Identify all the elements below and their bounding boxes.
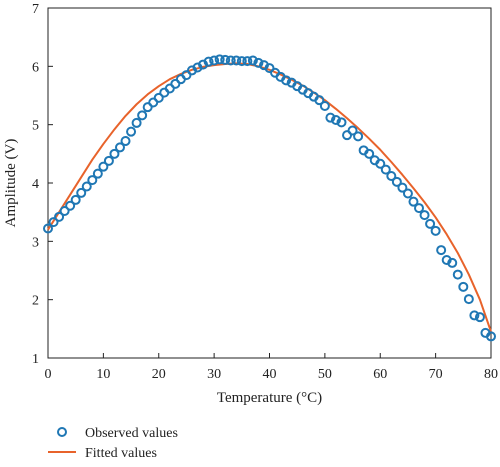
plot-frame bbox=[47, 7, 492, 359]
observed-point bbox=[220, 54, 231, 65]
legend: Observed values Fitted values bbox=[48, 426, 178, 461]
observed-point bbox=[347, 125, 358, 136]
observed-point bbox=[81, 181, 92, 192]
observed-point bbox=[391, 176, 402, 187]
legend-fitted-label: Fitted values bbox=[85, 446, 157, 461]
observed-point bbox=[76, 187, 87, 198]
observed-point bbox=[469, 310, 480, 321]
observed-point bbox=[486, 331, 496, 342]
observed-point bbox=[253, 57, 264, 68]
x-tick-label: 30 bbox=[207, 367, 221, 382]
observed-point bbox=[380, 164, 391, 175]
observed-point bbox=[402, 188, 413, 199]
observed-point bbox=[98, 161, 109, 172]
fitted-values-layer bbox=[47, 62, 492, 333]
x-tick-label: 70 bbox=[429, 367, 443, 382]
observed-point bbox=[408, 196, 419, 207]
x-tick-label: 50 bbox=[318, 367, 332, 382]
observed-point bbox=[137, 110, 148, 121]
observed-point bbox=[209, 55, 220, 66]
observed-point bbox=[364, 148, 375, 159]
observed-point bbox=[463, 294, 474, 305]
observed-point bbox=[59, 206, 70, 216]
observed-point bbox=[419, 210, 430, 221]
y-tick-label: 1 bbox=[32, 352, 39, 367]
observed-point bbox=[330, 115, 341, 125]
observed-point bbox=[103, 155, 114, 166]
observed-point bbox=[70, 194, 81, 205]
observed-point bbox=[92, 168, 103, 179]
legend-observed-marker-icon bbox=[57, 427, 67, 437]
observed-point bbox=[120, 136, 131, 146]
observed-point bbox=[474, 312, 485, 323]
observed-point bbox=[336, 117, 347, 128]
observed-point bbox=[319, 101, 330, 111]
x-axis-title: Temperature (°C) bbox=[217, 390, 322, 406]
y-tick-label: 4 bbox=[32, 177, 39, 192]
y-tick-label: 5 bbox=[32, 119, 39, 134]
observed-point bbox=[247, 55, 258, 66]
observed-point bbox=[325, 112, 336, 123]
observed-point bbox=[126, 126, 137, 137]
observed-point bbox=[131, 117, 142, 128]
observed-point bbox=[375, 158, 386, 169]
observed-point bbox=[203, 56, 214, 67]
observed-point bbox=[436, 245, 447, 256]
observed-point bbox=[153, 92, 164, 103]
observed-point bbox=[452, 269, 463, 280]
observed-point bbox=[54, 211, 65, 222]
observed-point bbox=[414, 203, 425, 214]
observed-point bbox=[43, 223, 53, 234]
observed-point bbox=[87, 175, 98, 186]
y-tick-label: 3 bbox=[32, 235, 39, 250]
observed-point bbox=[109, 148, 120, 159]
observed-point bbox=[242, 56, 253, 67]
observed-point bbox=[425, 218, 436, 229]
y-tick-label: 6 bbox=[32, 60, 39, 75]
observed-point bbox=[353, 131, 364, 142]
observed-point bbox=[236, 56, 247, 67]
x-tick-label: 40 bbox=[263, 367, 277, 382]
y-tick-label: 7 bbox=[32, 2, 39, 17]
x-tick-label: 0 bbox=[45, 367, 52, 382]
observed-point bbox=[430, 225, 441, 236]
observed-point bbox=[386, 171, 397, 181]
fitted-values-line bbox=[47, 62, 492, 333]
observed-point bbox=[114, 142, 125, 153]
x-tick-label: 10 bbox=[96, 367, 110, 382]
observed-point bbox=[447, 257, 458, 268]
y-tick-label: 2 bbox=[32, 294, 39, 309]
observed-point bbox=[231, 55, 242, 66]
ticks: 0 10 20 30 40 50 60 70 80 1 2 3 4 5 6 7 bbox=[32, 2, 498, 382]
x-tick-label: 80 bbox=[484, 367, 498, 382]
observed-point bbox=[48, 217, 59, 228]
observed-point bbox=[314, 95, 325, 106]
y-axis-title: Amplitude (V) bbox=[3, 139, 19, 228]
observed-point bbox=[214, 54, 225, 65]
x-tick-label: 20 bbox=[152, 367, 166, 382]
observed-point bbox=[397, 182, 408, 193]
observed-point bbox=[225, 55, 236, 66]
observed-point bbox=[458, 281, 469, 292]
x-tick-label: 60 bbox=[373, 367, 387, 382]
axes bbox=[47, 7, 492, 359]
observed-values-layer bbox=[43, 54, 496, 342]
observed-point bbox=[281, 75, 292, 86]
observed-point bbox=[65, 200, 76, 211]
legend-observed-label: Observed values bbox=[85, 426, 178, 441]
